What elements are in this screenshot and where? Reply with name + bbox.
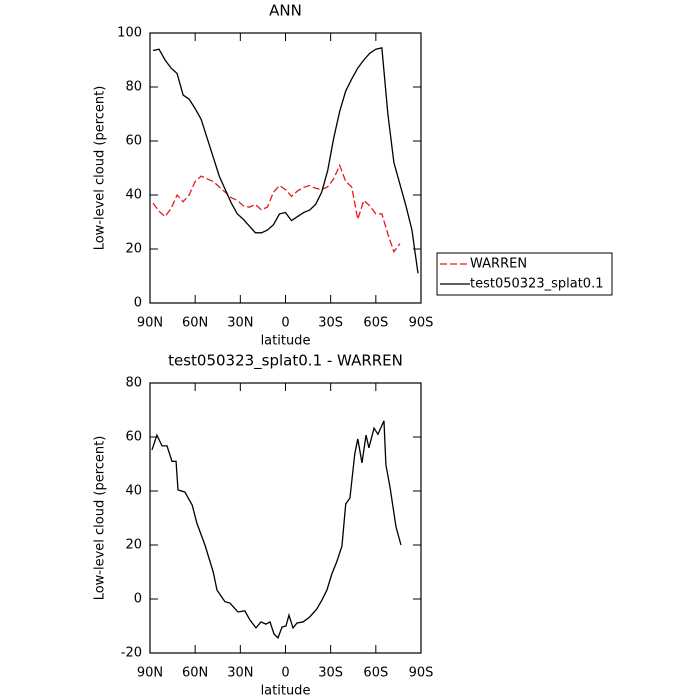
y-tick-label: 60: [125, 430, 142, 445]
y-tick-label: 40: [125, 188, 142, 203]
chart-title: ANN: [269, 2, 302, 20]
legend-label: test050323_splat0.1: [470, 277, 603, 292]
x-tick-label: 90N: [137, 666, 163, 681]
x-tick-label: 60N: [182, 666, 208, 681]
series-line: [151, 420, 402, 640]
x-tick-label: 60N: [182, 316, 208, 331]
x-tick-label: 0: [281, 316, 289, 331]
x-axis-label: latitude: [261, 684, 311, 699]
x-tick-label: 60S: [363, 316, 388, 331]
legend-box: [436, 252, 613, 296]
y-tick-label: 80: [125, 376, 142, 391]
x-axis-label: latitude: [261, 334, 311, 349]
y-tick-label: 40: [125, 484, 142, 499]
y-tick-label: 60: [125, 134, 142, 149]
y-tick-label: 100: [117, 26, 142, 41]
y-tick-label: -20: [121, 646, 142, 661]
x-tick-label: 30S: [318, 316, 343, 331]
y-tick-label: 0: [134, 592, 142, 607]
y-axis-label: Low-level cloud (percent): [93, 86, 108, 251]
x-tick-label: 90N: [137, 316, 163, 331]
y-tick-label: 0: [134, 296, 142, 311]
y-tick-label: 20: [125, 538, 142, 553]
plot-frame: [149, 382, 422, 654]
x-tick-label: 90S: [409, 666, 434, 681]
y-tick-label: 20: [125, 242, 142, 257]
x-tick-label: 0: [281, 666, 289, 681]
series-line: [152, 163, 401, 254]
y-tick-label: 80: [125, 80, 142, 95]
legend-label: WARREN: [470, 257, 527, 272]
x-tick-label: 90S: [409, 316, 434, 331]
x-tick-label: 60S: [363, 666, 388, 681]
plot-frame: [149, 32, 422, 304]
x-tick-label: 30N: [227, 666, 253, 681]
x-tick-label: 30S: [318, 666, 343, 681]
x-tick-label: 30N: [227, 316, 253, 331]
series-line: [152, 47, 419, 274]
chart-title: test050323_splat0.1 - WARREN: [168, 352, 403, 371]
y-axis-label: Low-level cloud (percent): [93, 436, 108, 601]
